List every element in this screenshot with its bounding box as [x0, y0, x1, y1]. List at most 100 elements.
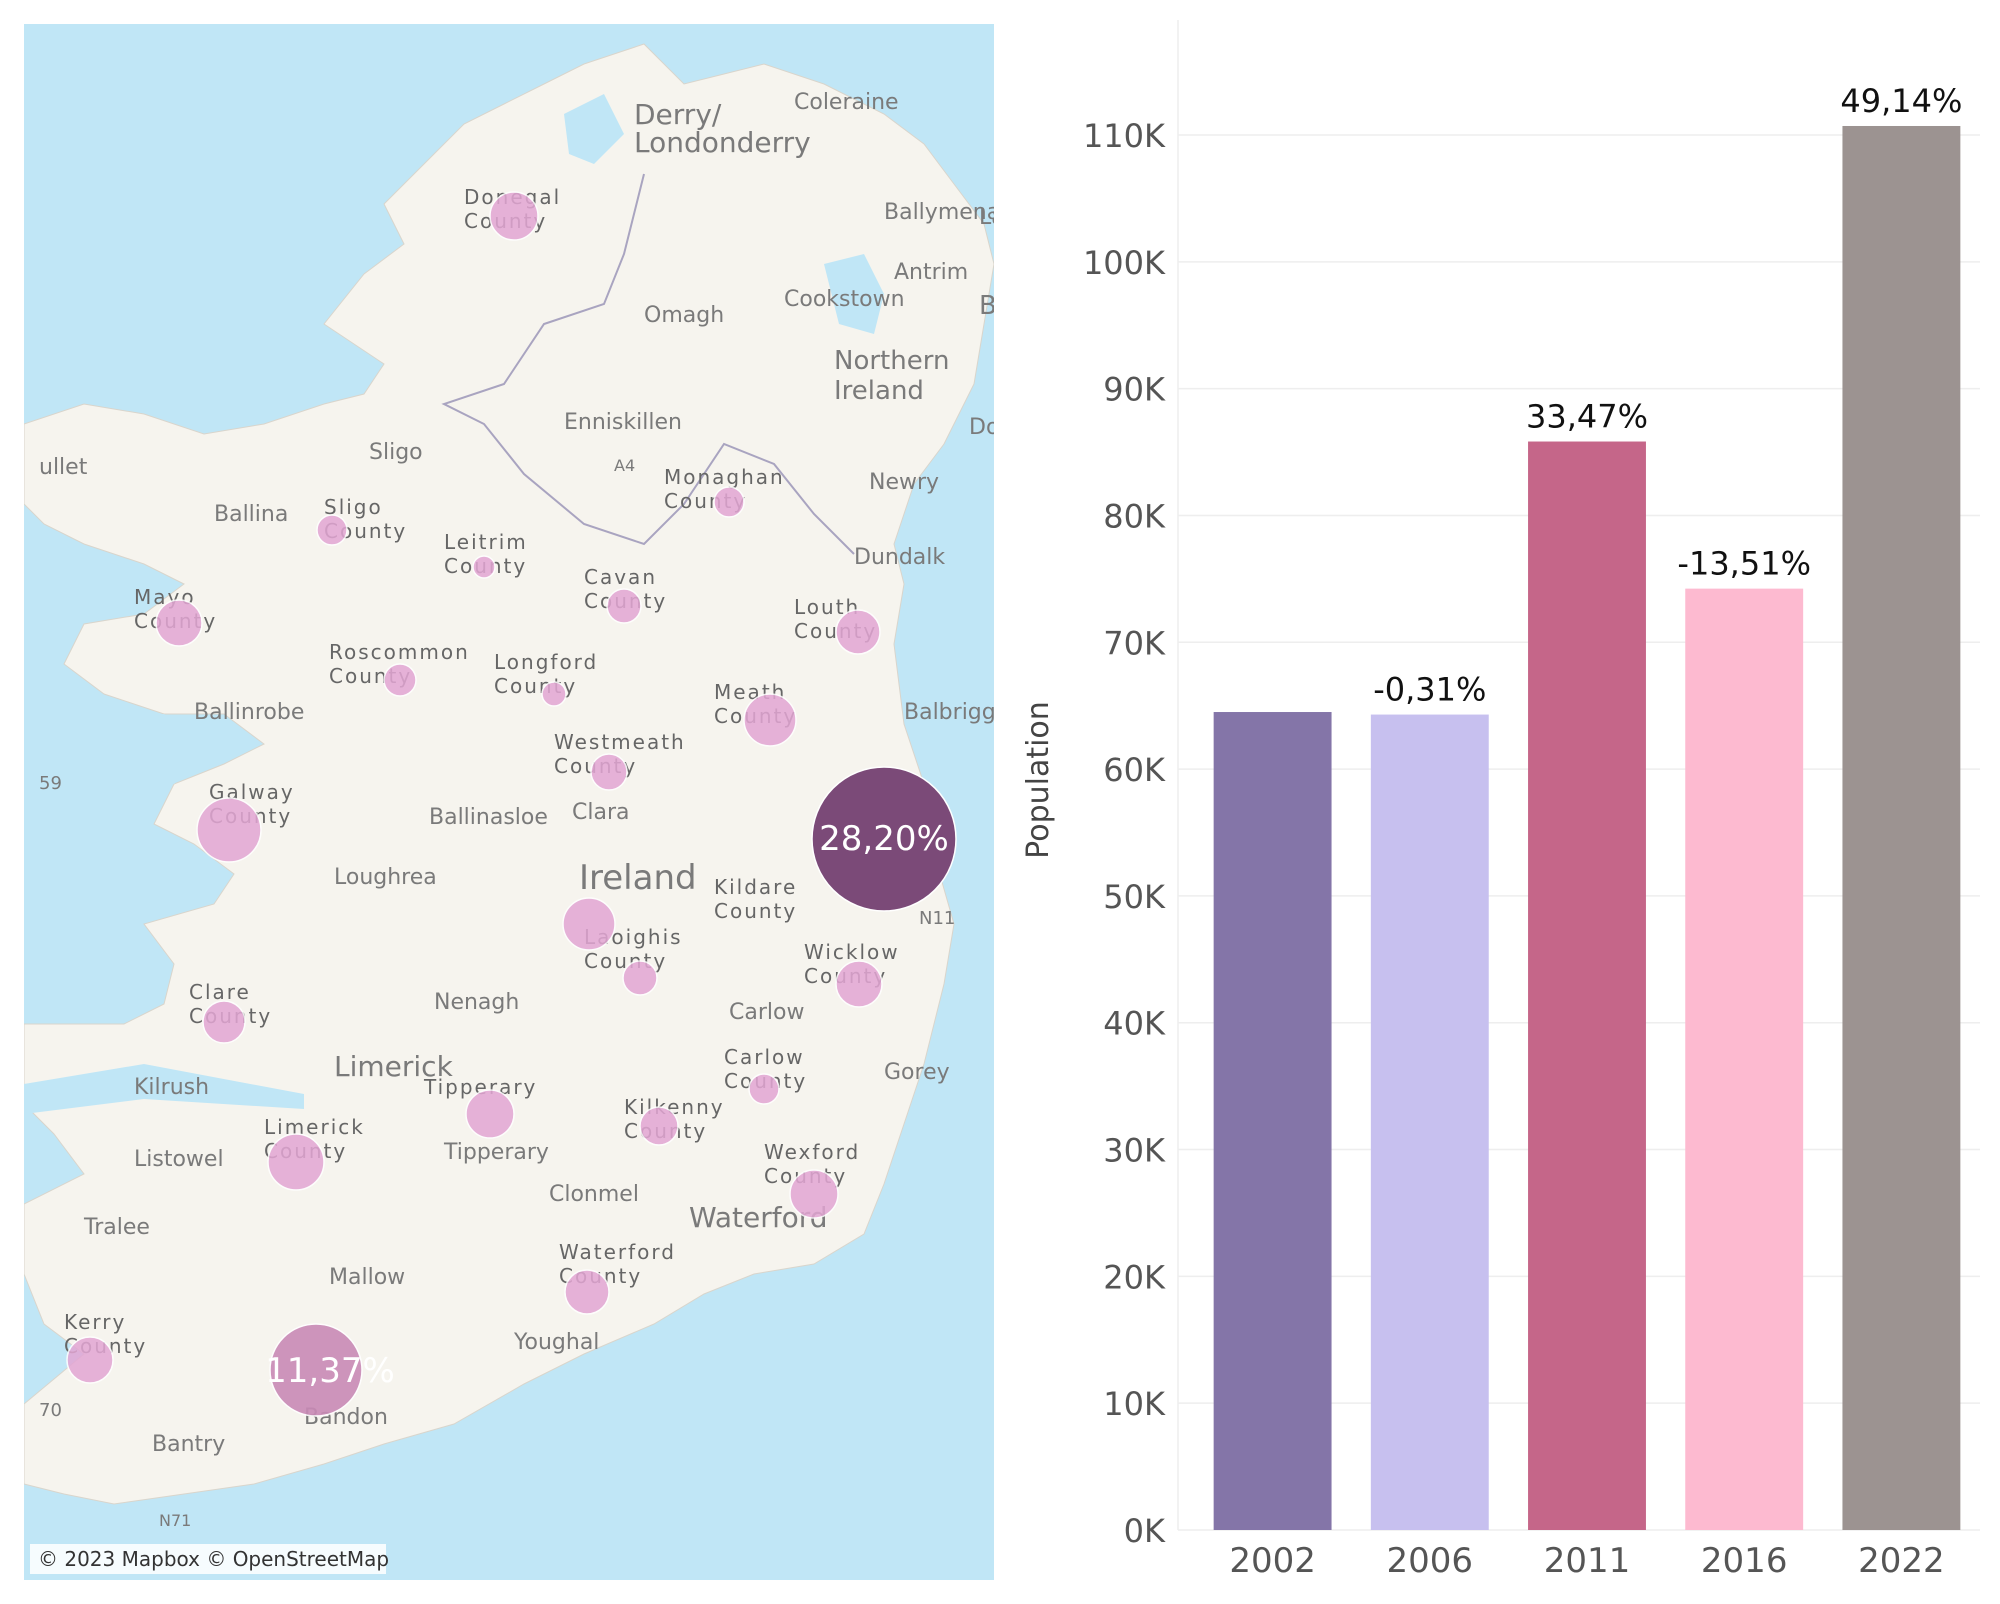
y-axis-label: Population [1021, 701, 1056, 859]
county-bubble[interactable] [590, 753, 628, 791]
county-bubble[interactable] [196, 797, 262, 863]
county-label: Limerick [264, 1115, 365, 1139]
x-tick-label: 2022 [1858, 1541, 1945, 1581]
map-place-label: Lar [979, 205, 994, 230]
x-tick-label: 2016 [1701, 1541, 1788, 1581]
map-place-label: N71 [159, 1511, 191, 1530]
y-tick-label: 100K [1083, 244, 1166, 282]
county-bubble[interactable] [811, 766, 957, 912]
county-bubble[interactable] [713, 486, 745, 518]
map-place-label: Ballinasloe [429, 805, 548, 830]
county-label: Waterford [559, 1240, 676, 1264]
county-bubble[interactable] [622, 960, 658, 996]
map-attribution[interactable]: © 2023 Mapbox © OpenStreetMap [38, 1547, 389, 1571]
bar-2016 [1685, 588, 1804, 1530]
map-place-label: Coleraine [794, 90, 899, 115]
map-place-label: Clara [572, 800, 629, 825]
map-place-label: Ballinrobe [194, 700, 304, 725]
county-bubble[interactable] [489, 191, 539, 241]
county-bubble[interactable] [562, 897, 616, 951]
county-label: Clare [189, 980, 251, 1004]
map-place-label: Derry/ [634, 98, 722, 131]
map-place-label: Balbriggan [904, 700, 994, 725]
county-label: Longford [494, 650, 598, 674]
map-place-label: Dow [969, 415, 994, 440]
y-tick-label: 10K [1103, 1385, 1166, 1423]
county-label: Wexford [764, 1140, 860, 1164]
bar-data-label: -0,31% [1373, 671, 1486, 709]
map-place-label: ullet [39, 455, 88, 480]
y-tick-label: 110K [1083, 117, 1166, 155]
attribution-box [30, 1544, 386, 1574]
county-label-line2: County [714, 899, 797, 923]
map-panel[interactable]: Derry/Londonderry Coleraine BallymenaLar An… [23, 24, 1059, 1580]
bar-chart: 0K 10K 20K 30K 40K 50K 60K 70K 80K 90K 100K 110K -0… [1021, 20, 1980, 1581]
chart-panel: 0K 10K 20K 30K 40K 50K 60K 70K 80K 90K 100K 110K -0… [1000, 0, 2000, 1600]
map-place-label: Ballina [214, 502, 288, 527]
county-bubble[interactable] [465, 1089, 515, 1139]
map-place-label: Londonderry [634, 126, 811, 159]
county-bubble[interactable] [202, 1000, 246, 1044]
county-label: Monaghan [664, 465, 785, 489]
y-tick-label: 70K [1103, 624, 1166, 662]
bar-data-labels: -0,31% 33,47% -13,51% 49,14% [1373, 82, 1962, 709]
county-label: Leitrim [444, 530, 528, 554]
map-place-label: Loughrea [334, 865, 437, 890]
county-bubble[interactable] [743, 693, 797, 747]
map-place-label: Cookstown [784, 287, 905, 312]
county-bubble[interactable] [541, 681, 567, 707]
county-label: Kerry [64, 1310, 126, 1334]
map[interactable]: Derry/Londonderry Coleraine BallymenaLar An… [23, 24, 1059, 1580]
county-bubble[interactable] [835, 960, 883, 1008]
galway-bay [24, 714, 224, 794]
map-place-label: N11 [919, 908, 955, 929]
map-place-label: Dundalk [854, 545, 945, 570]
y-tick-label: 0K [1124, 1512, 1166, 1550]
x-axis-ticks: 2002 2006 2011 2016 2022 [1229, 1541, 1944, 1581]
map-place-label: Listowel [134, 1147, 224, 1172]
map-place-label: Tralee [83, 1215, 150, 1240]
bar-2006 [1370, 714, 1489, 1530]
lough-neagh [824, 254, 884, 334]
map-place-label: Mallow [329, 1265, 405, 1290]
county-bubble[interactable] [835, 609, 881, 655]
county-bubble[interactable] [267, 1133, 325, 1191]
map-place-label: Youghal [513, 1330, 599, 1355]
county-label: Roscommon [329, 640, 470, 664]
county-bubble[interactable] [472, 555, 496, 579]
bar-2011 [1528, 441, 1646, 1530]
bar-data-label: 49,14% [1840, 82, 1962, 120]
county-bubble[interactable] [155, 599, 203, 647]
county-bubble[interactable] [66, 1336, 114, 1384]
x-tick-label: 2011 [1544, 1541, 1631, 1581]
shannon-estuary [24, 1064, 304, 1114]
y-tick-label: 80K [1103, 497, 1166, 535]
map-place-label: Carlow [729, 1000, 804, 1025]
y-tick-label: 90K [1103, 371, 1166, 409]
county-label: Wicklow [804, 940, 900, 964]
county-bubble[interactable] [606, 588, 642, 624]
x-tick-label: 2006 [1387, 1541, 1474, 1581]
county-bubble[interactable] [789, 1169, 839, 1219]
map-place-label: Bantry [152, 1432, 225, 1457]
county-bubble[interactable] [564, 1269, 610, 1315]
map-place-label: Ireland [834, 376, 924, 406]
bar-data-label: -13,51% [1677, 545, 1811, 583]
county-bubble[interactable] [748, 1073, 780, 1105]
county-bubble[interactable] [383, 663, 417, 697]
y-tick-label: 20K [1103, 1258, 1166, 1296]
map-place-label: Gorey [884, 1060, 950, 1085]
bubble-label-cork: 11,37% [265, 1351, 395, 1391]
county-bubble[interactable] [269, 1323, 363, 1417]
y-tick-label: 40K [1103, 1005, 1166, 1043]
county-bubbles[interactable]: 28,20% 11,37% [66, 191, 957, 1417]
map-place-label: Kilrush [134, 1075, 209, 1100]
ni-border [441, 173, 855, 555]
place-labels: Derry/Londonderry Coleraine BallymenaLar An… [39, 90, 1059, 1530]
county-label: Kildare [714, 875, 797, 899]
county-bubble[interactable] [316, 514, 348, 546]
county-label: Cavan [584, 565, 657, 589]
map-place-label: Belfas [979, 291, 994, 321]
county-bubble[interactable] [639, 1106, 679, 1146]
map-place-label: 59 [39, 773, 62, 794]
